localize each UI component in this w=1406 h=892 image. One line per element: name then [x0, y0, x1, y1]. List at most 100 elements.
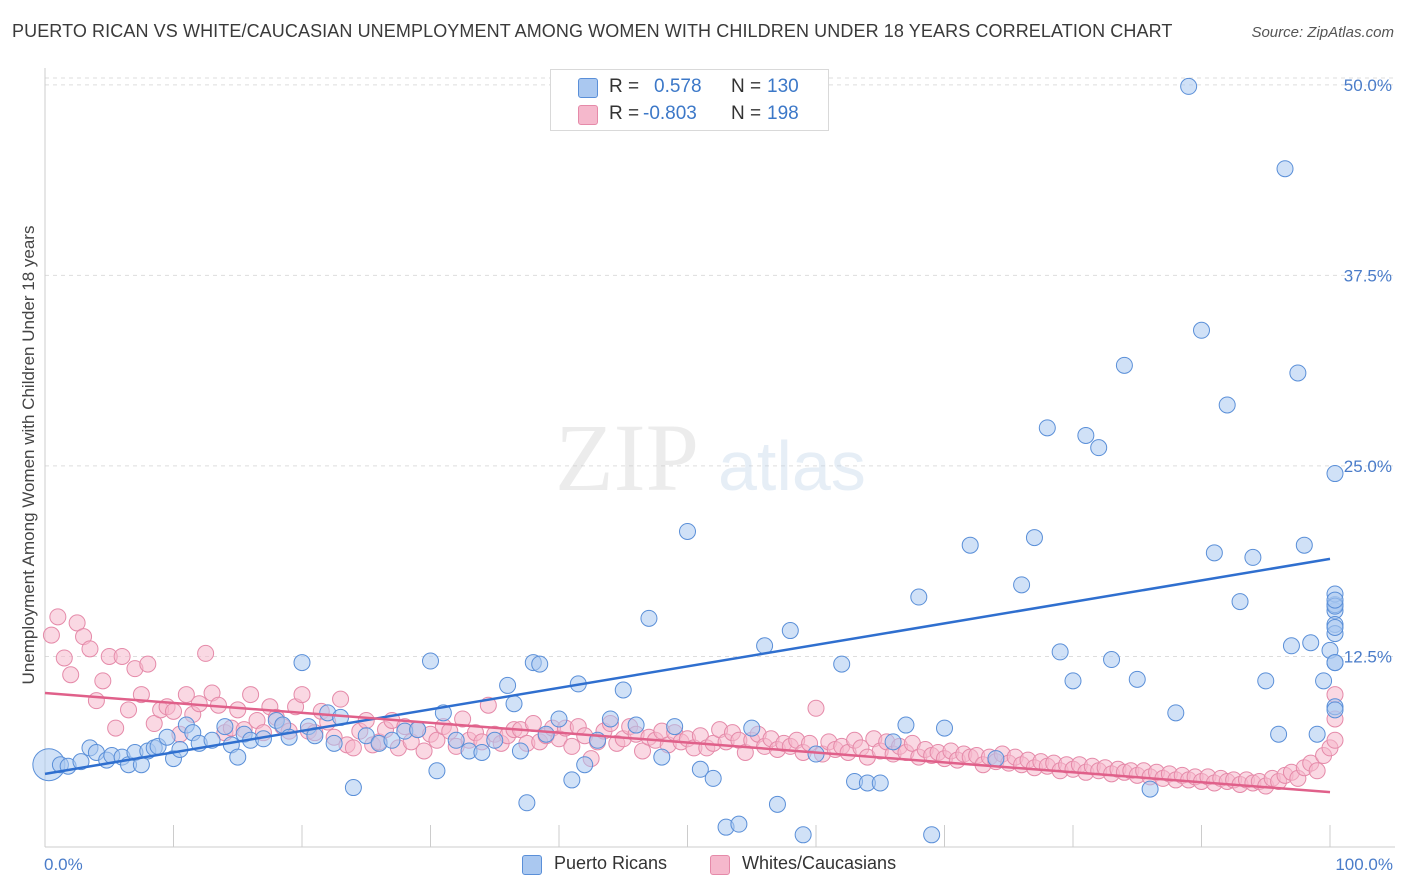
point-puerto-ricans — [910, 588, 928, 606]
point-whites-caucasians — [62, 666, 80, 684]
point-puerto-ricans — [833, 655, 851, 673]
source-credit: Source: ZipAtlas.com — [1251, 24, 1394, 41]
point-puerto-ricans — [1315, 672, 1333, 690]
point-puerto-ricans — [884, 733, 902, 751]
legend-n-value: 198 — [767, 103, 799, 124]
series-puerto-ricans — [32, 77, 1344, 844]
point-puerto-ricans — [1326, 591, 1344, 609]
bottom-legend-label: Puerto Ricans — [554, 853, 668, 873]
point-puerto-ricans — [473, 743, 491, 761]
legend-r-value: -0.803 — [643, 103, 697, 124]
point-puerto-ricans — [1282, 637, 1300, 655]
point-whites-caucasians — [132, 686, 150, 704]
chart-title: PUERTO RICAN VS WHITE/CAUCASIAN UNEMPLOY… — [12, 21, 1173, 41]
point-whites-caucasians — [120, 701, 138, 719]
point-puerto-ricans — [1244, 548, 1262, 566]
point-puerto-ricans — [1218, 396, 1236, 414]
point-puerto-ricans — [428, 762, 446, 780]
point-whites-caucasians — [165, 702, 182, 720]
point-whites-caucasians — [293, 686, 311, 704]
legend-r-value: 0.578 — [654, 76, 702, 97]
point-puerto-ricans — [730, 815, 748, 833]
point-puerto-ricans — [1326, 465, 1344, 483]
point-puerto-ricans — [1270, 725, 1288, 743]
trend-line-puerto-ricans — [44, 557, 1331, 776]
point-puerto-ricans — [1013, 576, 1031, 594]
point-puerto-ricans — [1276, 160, 1294, 178]
point-puerto-ricans — [486, 731, 504, 749]
point-puerto-ricans — [1205, 544, 1223, 562]
point-whites-caucasians — [139, 655, 157, 673]
point-puerto-ricans — [422, 652, 439, 670]
point-puerto-ricans — [1289, 364, 1307, 382]
trend-lines — [44, 557, 1331, 794]
point-whites-caucasians — [87, 692, 105, 710]
point-puerto-ricans — [1128, 670, 1146, 688]
x-tick-label: 100.0% — [1335, 855, 1393, 874]
legend-n-label: N = — [731, 103, 762, 124]
point-puerto-ricans — [409, 721, 427, 739]
axes — [44, 68, 1395, 848]
point-puerto-ricans — [1025, 529, 1043, 547]
point-puerto-ricans — [601, 710, 619, 728]
legend: R = 0.578 N = 130 R = -0.803 N = 198 — [550, 69, 829, 131]
point-puerto-ricans — [936, 719, 953, 737]
y-tick-label: 37.5% — [1344, 266, 1392, 285]
point-whites-caucasians — [344, 739, 362, 757]
point-puerto-ricans — [794, 826, 812, 844]
point-puerto-ricans — [563, 771, 581, 789]
point-puerto-ricans — [344, 779, 362, 797]
legend-swatch-whites — [578, 105, 598, 125]
point-whites-caucasians — [113, 647, 131, 665]
point-puerto-ricans — [1051, 643, 1069, 661]
point-puerto-ricans — [576, 756, 594, 774]
point-whites-caucasians — [634, 742, 652, 760]
point-whites-caucasians — [49, 608, 67, 626]
point-puerto-ricans — [653, 748, 671, 766]
point-whites-caucasians — [415, 742, 433, 760]
point-whites-caucasians — [94, 672, 112, 690]
point-whites-caucasians — [454, 710, 472, 728]
point-puerto-ricans — [499, 676, 517, 694]
watermark-atlas: atlas — [718, 427, 866, 505]
point-puerto-ricans — [1115, 356, 1133, 374]
watermark: ZIP atlas — [555, 404, 866, 511]
point-puerto-ricans — [447, 731, 465, 749]
point-puerto-ricans — [518, 794, 536, 812]
point-puerto-ricans — [1167, 704, 1185, 722]
trend-line-whites-caucasians — [44, 691, 1331, 794]
point-puerto-ricans — [158, 728, 176, 746]
point-puerto-ricans — [640, 609, 658, 627]
point-whites-caucasians — [807, 699, 825, 717]
point-puerto-ricans — [293, 654, 311, 672]
y-tick-label: 25.0% — [1344, 457, 1392, 476]
point-whites-caucasians — [242, 686, 260, 704]
x-tick-label: 0.0% — [44, 855, 83, 874]
point-puerto-ricans — [704, 769, 722, 787]
point-puerto-ricans — [666, 718, 684, 736]
point-puerto-ricans — [1308, 725, 1326, 743]
point-whites-caucasians — [197, 644, 215, 662]
point-whites-caucasians — [229, 701, 247, 719]
point-puerto-ricans — [614, 681, 632, 699]
point-puerto-ricans — [679, 522, 696, 540]
point-puerto-ricans — [531, 655, 549, 673]
point-whites-caucasians — [177, 686, 195, 704]
point-puerto-ricans — [1103, 651, 1121, 669]
legend-n-label: N = — [731, 76, 762, 97]
point-whites-caucasians — [428, 731, 446, 749]
point-puerto-ricans — [216, 718, 234, 736]
point-whites-caucasians — [107, 719, 125, 737]
point-whites-caucasians — [332, 690, 350, 708]
point-puerto-ricans — [987, 750, 1005, 768]
point-puerto-ricans — [897, 716, 915, 734]
bottom-legend-label: Whites/Caucasians — [742, 853, 897, 873]
point-puerto-ricans — [1326, 654, 1344, 672]
point-puerto-ricans — [871, 774, 889, 792]
point-puerto-ricans — [781, 622, 799, 640]
legend-swatch-puerto-ricans — [578, 78, 598, 98]
point-puerto-ricans — [1326, 619, 1344, 637]
point-whites-caucasians — [1326, 731, 1344, 749]
bottom-legend-swatch-whites — [710, 855, 730, 875]
